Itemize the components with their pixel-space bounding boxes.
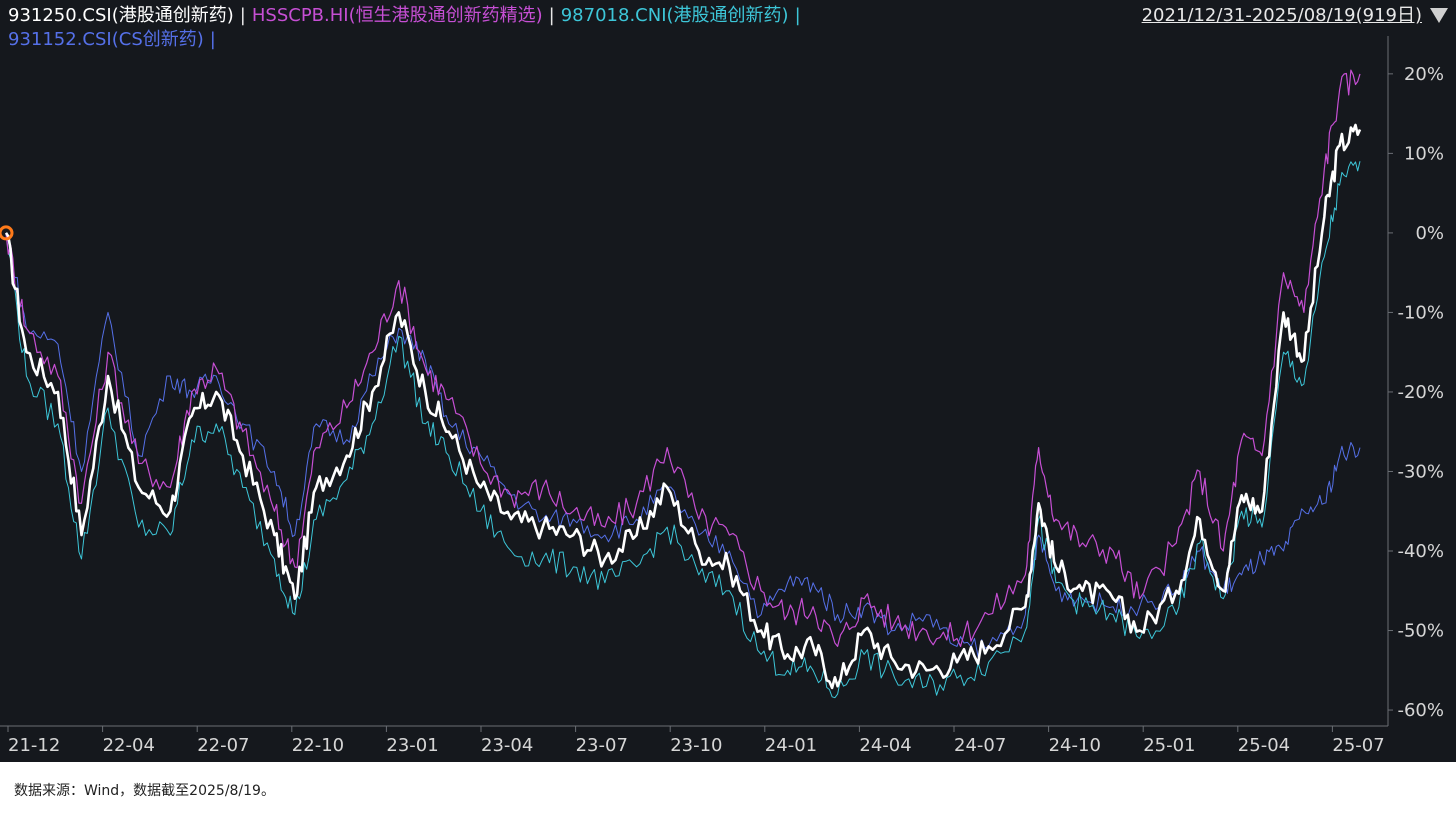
x-tick-label: 23-10 bbox=[670, 735, 722, 756]
legend-separator: | bbox=[239, 5, 246, 26]
series-line bbox=[4, 123, 1362, 690]
axis-lines bbox=[0, 36, 1389, 727]
y-tick-label: -40% bbox=[1397, 541, 1444, 562]
y-tick-label: -10% bbox=[1397, 302, 1444, 323]
y-tick-label: -20% bbox=[1397, 382, 1444, 403]
series-line bbox=[5, 69, 1361, 647]
y-tick-label: 10% bbox=[1404, 143, 1444, 164]
y-axis: 20% 10% 0% -10% -20% -30% -40% -50% -60% bbox=[1388, 64, 1444, 721]
y-tick-label: -50% bbox=[1397, 621, 1444, 642]
x-tick-label: 22-04 bbox=[103, 735, 155, 756]
x-tick-label: 23-07 bbox=[576, 735, 628, 756]
legend-item-hsscpb[interactable]: HSSCPB.HI(恒生港股通创新药精选) bbox=[251, 5, 543, 26]
x-tick-label: 24-04 bbox=[859, 735, 911, 756]
chart-panel: 20% 10% 0% -10% -20% -30% -40% -50% -60% 21-12 22… bbox=[0, 0, 1456, 762]
legend-row: 931152.CSI(CS创新药) | bbox=[8, 29, 222, 51]
y-tick-label: 20% bbox=[1404, 64, 1444, 85]
x-tick-label: 24-01 bbox=[765, 735, 817, 756]
date-range-selector[interactable]: 2021/12/31-2025/08/19(919日) bbox=[1141, 5, 1422, 26]
legend-row: 931250.CSI(港股通创新药) | HSSCPB.HI(恒生港股通创新药精选)… bbox=[8, 5, 807, 27]
legend-separator: | bbox=[794, 5, 801, 26]
x-tick-label: 25-07 bbox=[1332, 735, 1384, 756]
x-tick-label: 22-10 bbox=[292, 735, 344, 756]
x-tick-label: 21-12 bbox=[8, 735, 60, 756]
x-tick-label: 24-07 bbox=[954, 735, 1006, 756]
line-chart: 20% 10% 0% -10% -20% -30% -40% -50% -60% 21-12 22… bbox=[0, 36, 1444, 756]
legend-separator: | bbox=[548, 5, 555, 26]
y-tick-label: -30% bbox=[1397, 461, 1444, 482]
dropdown-triangle-icon[interactable] bbox=[1430, 8, 1448, 23]
y-tick-label: 0% bbox=[1415, 223, 1444, 244]
start-marker-circle bbox=[0, 225, 14, 241]
x-tick-label: 22-07 bbox=[197, 735, 249, 756]
legend-item-987018[interactable]: 987018.CNI(港股通创新药) bbox=[560, 5, 789, 26]
x-tick-label: 25-01 bbox=[1143, 735, 1195, 756]
x-tick-label: 23-04 bbox=[481, 735, 533, 756]
x-tick-label: 23-01 bbox=[386, 735, 438, 756]
legend-item-931250[interactable]: 931250.CSI(港股通创新药) bbox=[8, 5, 234, 26]
y-tick-label: -60% bbox=[1397, 700, 1444, 721]
legend-item-931152[interactable]: 931152.CSI(CS创新药) bbox=[8, 29, 204, 50]
series-layer bbox=[4, 69, 1362, 699]
legend-separator: | bbox=[209, 29, 216, 50]
x-axis: 21-12 22-04 22-07 22-10 23-01 23-04 23-07 23-10… bbox=[7, 726, 1385, 756]
source-note: 数据来源：Wind，数据截至2025/8/19。 bbox=[14, 783, 275, 799]
x-tick-label: 25-04 bbox=[1238, 735, 1290, 756]
series-line bbox=[5, 161, 1361, 699]
start-marker bbox=[0, 225, 14, 241]
x-tick-label: 24-10 bbox=[1049, 735, 1101, 756]
series-line bbox=[5, 232, 1361, 658]
